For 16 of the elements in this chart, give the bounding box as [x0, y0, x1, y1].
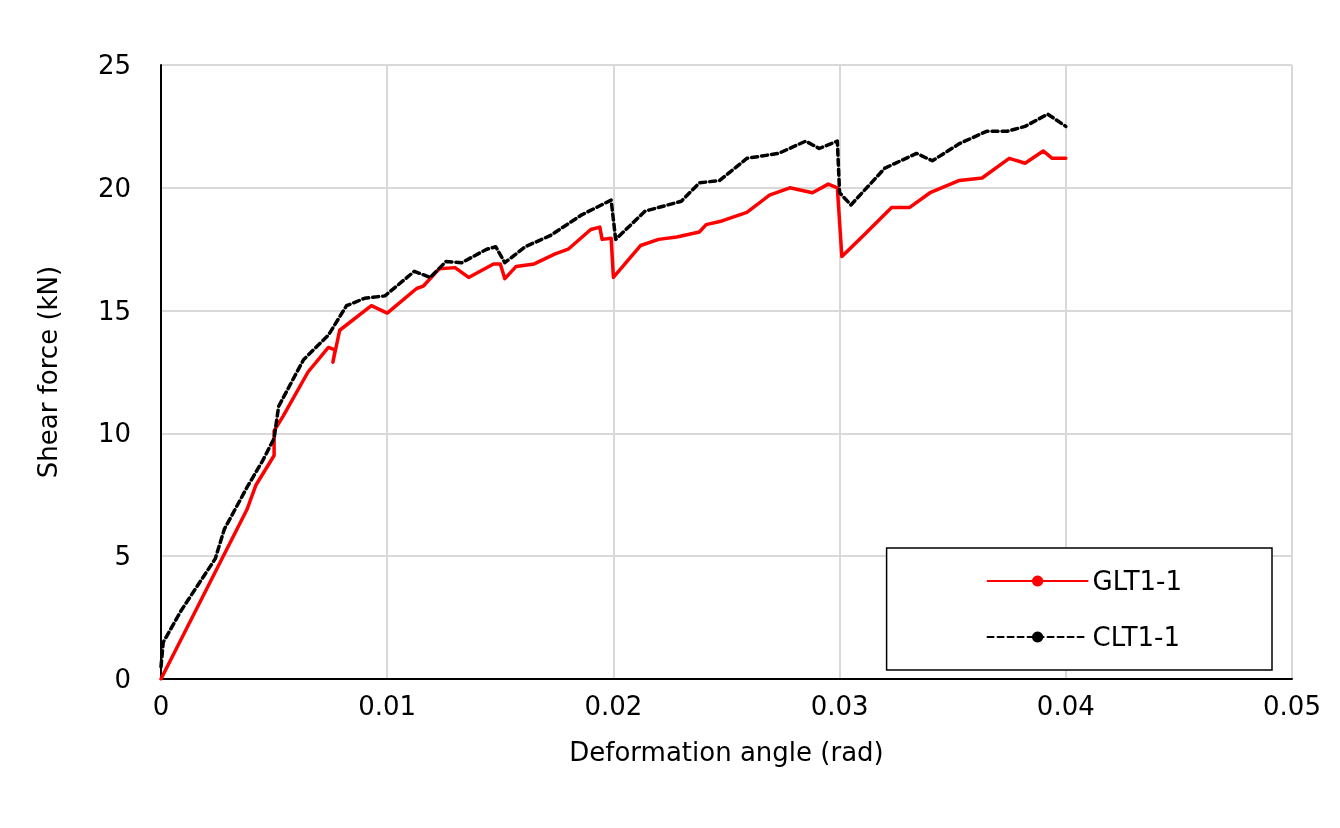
x-tick-label: 0.02 — [584, 691, 643, 721]
x-tick-label: 0.03 — [810, 691, 869, 721]
x-tick-label: 0.01 — [358, 691, 417, 721]
y-tick-label: 5 — [114, 541, 131, 572]
x-tick-label: 0 — [152, 691, 170, 721]
y-tick-label: 0 — [114, 664, 131, 694]
y-tick-label: 15 — [97, 295, 131, 326]
y-tick-label: 20 — [97, 172, 131, 203]
legend-label: GLT1-1 — [1092, 566, 1183, 596]
y-tick-label: 25 — [97, 50, 131, 80]
y-tick-label: 10 — [97, 418, 131, 449]
x-axis-title: Deformation angle (rad) — [569, 737, 884, 767]
y-axis-title: Shear force (kN) — [33, 265, 63, 479]
legend-label: CLT1-1 — [1092, 622, 1181, 652]
x-tick-label: 0.05 — [1263, 691, 1321, 721]
x-tick-label: 0.04 — [1036, 691, 1095, 721]
